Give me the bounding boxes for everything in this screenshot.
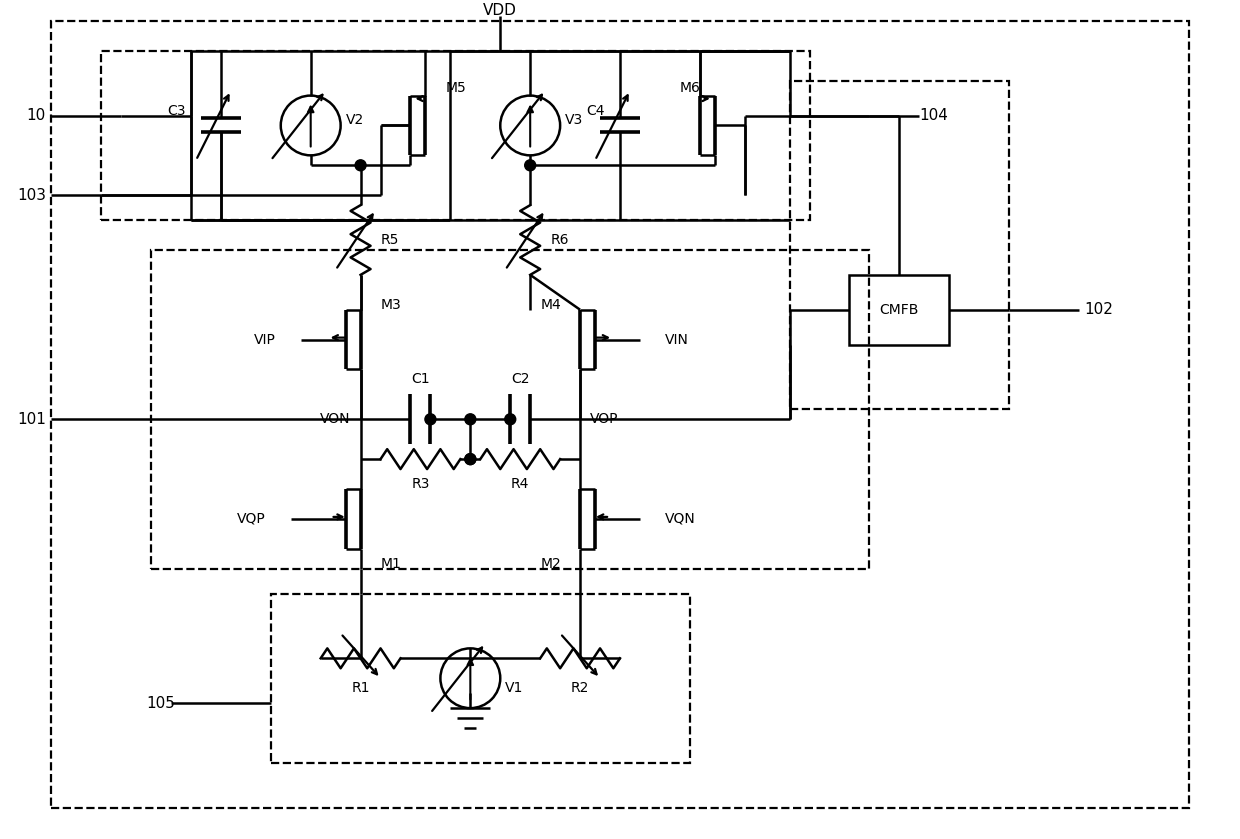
Circle shape <box>465 454 476 465</box>
Circle shape <box>355 159 366 171</box>
Text: VIN: VIN <box>665 332 688 347</box>
Bar <box>849 275 950 345</box>
Text: M2: M2 <box>541 557 560 571</box>
Text: 104: 104 <box>919 108 949 123</box>
Bar <box>790 81 1009 409</box>
Text: 102: 102 <box>1084 302 1112 317</box>
Circle shape <box>525 159 536 171</box>
Text: M4: M4 <box>541 298 560 312</box>
Text: M3: M3 <box>381 298 402 312</box>
Text: VQP: VQP <box>237 512 265 526</box>
Text: R2: R2 <box>570 681 589 696</box>
Text: VIP: VIP <box>254 332 275 347</box>
Text: C1: C1 <box>412 373 430 387</box>
Circle shape <box>505 414 516 425</box>
Text: M6: M6 <box>680 81 701 95</box>
Text: 105: 105 <box>146 696 176 711</box>
Bar <box>102 51 810 220</box>
Text: 103: 103 <box>17 188 46 203</box>
Bar <box>270 593 689 763</box>
Text: VON: VON <box>320 412 351 426</box>
Bar <box>151 250 869 569</box>
Text: V2: V2 <box>346 113 363 128</box>
Text: VQN: VQN <box>665 512 696 526</box>
Text: C2: C2 <box>511 373 529 387</box>
Circle shape <box>465 454 476 465</box>
Text: C4: C4 <box>587 103 605 117</box>
Text: 10: 10 <box>27 108 46 123</box>
Text: VOP: VOP <box>590 412 619 426</box>
Text: V3: V3 <box>565 113 583 128</box>
Text: R6: R6 <box>551 233 569 247</box>
Text: R5: R5 <box>381 233 399 247</box>
Circle shape <box>425 414 436 425</box>
Text: M1: M1 <box>381 557 402 571</box>
Text: CMFB: CMFB <box>879 303 919 317</box>
Text: C3: C3 <box>167 103 186 117</box>
Text: VDD: VDD <box>484 3 517 18</box>
Text: R3: R3 <box>412 477 429 491</box>
Circle shape <box>465 414 476 425</box>
Text: R4: R4 <box>511 477 529 491</box>
Text: 101: 101 <box>17 412 46 427</box>
Text: V1: V1 <box>505 681 523 696</box>
Text: R1: R1 <box>351 681 370 696</box>
Text: M5: M5 <box>445 81 466 95</box>
